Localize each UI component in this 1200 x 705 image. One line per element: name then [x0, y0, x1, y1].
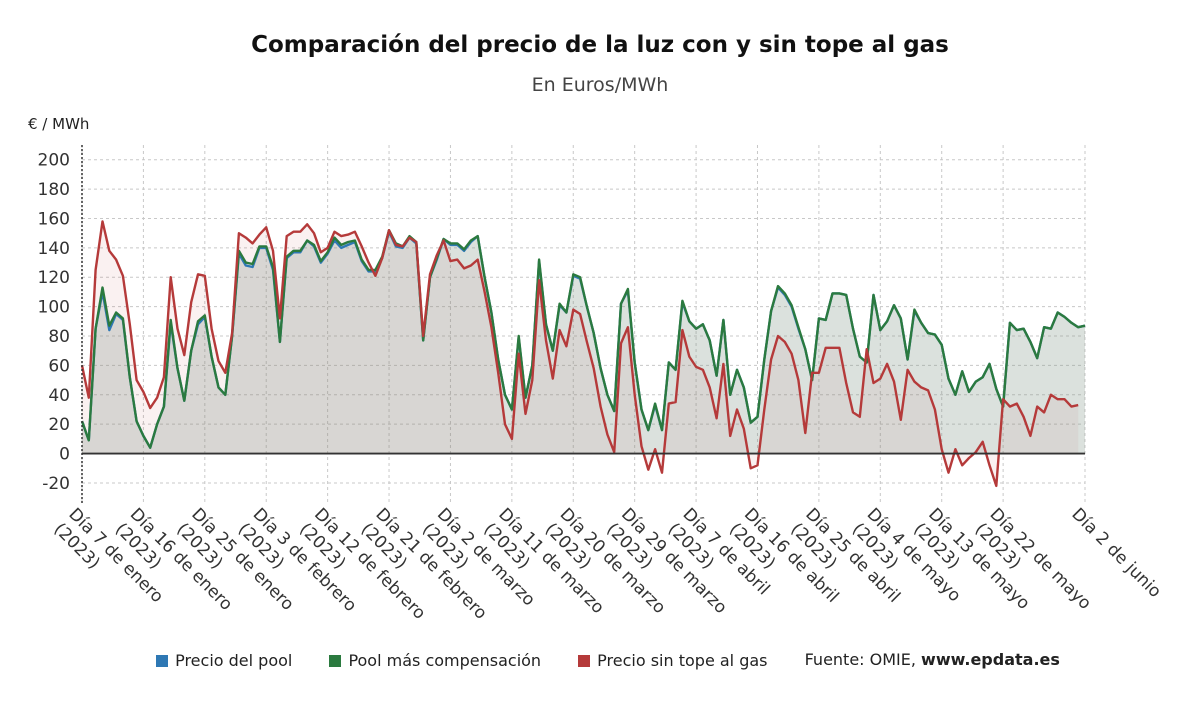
- legend-swatch-sin-tope: [578, 655, 591, 667]
- y-tick-label: -20: [42, 474, 70, 494]
- y-tick-label: 200: [38, 151, 70, 171]
- chart-subtitle: En Euros/MWh: [531, 74, 669, 96]
- legend-label-sin-tope: Precio sin tope al gas: [597, 651, 768, 670]
- y-tick-label: 140: [38, 239, 70, 259]
- legend-item-sin-tope: Precio sin tope al gas: [578, 651, 768, 670]
- y-tick-label: 180: [38, 180, 70, 200]
- y-tick-label: 40: [48, 386, 70, 406]
- y-axis-label: € / MWh: [28, 115, 89, 133]
- legend-swatch-pool: [156, 655, 169, 667]
- area-pool: [82, 231, 1085, 454]
- area-sin-tope: [82, 221, 1079, 486]
- legend-swatch-compensacion: [329, 655, 342, 667]
- y-tick-label: 120: [38, 268, 70, 288]
- y-tick-label: 80: [48, 327, 70, 347]
- chart-title: Comparación del precio de la luz con y s…: [251, 32, 949, 58]
- legend-label-compensacion: Pool más compensación: [348, 651, 542, 670]
- y-tick-label: 160: [38, 209, 70, 229]
- source-link[interactable]: www.epdata.es: [921, 650, 1060, 669]
- legend: Precio del pool Pool más compensación Pr…: [0, 650, 1200, 670]
- area-fills: [82, 221, 1085, 486]
- y-tick-label: 20: [48, 415, 70, 435]
- line-precio-sin-tope: [80, 220, 1079, 488]
- series-lines: [80, 220, 1086, 488]
- legend-item-compensacion: Pool más compensación: [329, 651, 541, 670]
- y-tick-label: 60: [48, 356, 70, 376]
- legend-item-pool: Precio del pool: [156, 651, 292, 670]
- y-tick-label: 100: [38, 298, 70, 318]
- source-note: Fuente: OMIE, www.epdata.es: [805, 650, 1060, 669]
- grid: [81, 145, 1086, 505]
- y-tick-label: 0: [59, 445, 70, 465]
- legend-label-pool: Precio del pool: [175, 651, 293, 670]
- source-prefix: Fuente: OMIE,: [804, 650, 916, 669]
- area-pool-compensacion: [82, 230, 1085, 454]
- line-pool-compensacion: [80, 229, 1086, 449]
